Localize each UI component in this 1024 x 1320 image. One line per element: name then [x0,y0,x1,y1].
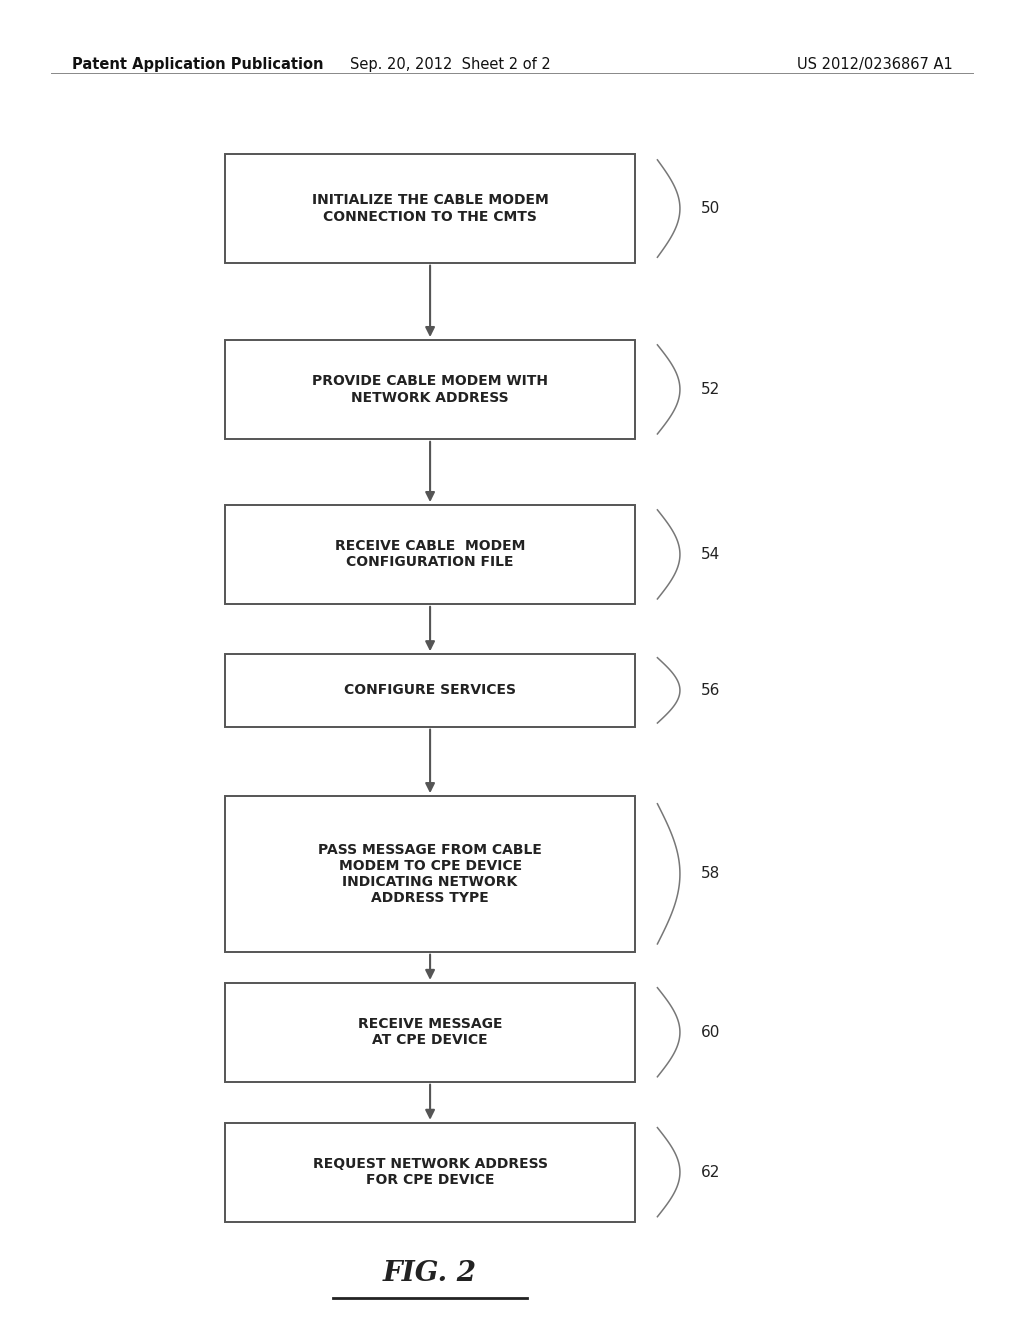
Text: 52: 52 [700,381,720,397]
Text: Patent Application Publication: Patent Application Publication [72,57,324,71]
FancyBboxPatch shape [225,506,635,605]
FancyBboxPatch shape [225,154,635,263]
Text: PROVIDE CABLE MODEM WITH
NETWORK ADDRESS: PROVIDE CABLE MODEM WITH NETWORK ADDRESS [312,375,548,404]
Text: REQUEST NETWORK ADDRESS
FOR CPE DEVICE: REQUEST NETWORK ADDRESS FOR CPE DEVICE [312,1158,548,1187]
Text: 62: 62 [700,1164,720,1180]
Text: RECEIVE MESSAGE
AT CPE DEVICE: RECEIVE MESSAGE AT CPE DEVICE [357,1018,503,1047]
FancyBboxPatch shape [225,341,635,438]
Text: 50: 50 [700,201,720,216]
Text: Sep. 20, 2012  Sheet 2 of 2: Sep. 20, 2012 Sheet 2 of 2 [350,57,551,71]
Text: 60: 60 [700,1024,720,1040]
Text: PASS MESSAGE FROM CABLE
MODEM TO CPE DEVICE
INDICATING NETWORK
ADDRESS TYPE: PASS MESSAGE FROM CABLE MODEM TO CPE DEV… [318,842,542,906]
Text: RECEIVE CABLE  MODEM
CONFIGURATION FILE: RECEIVE CABLE MODEM CONFIGURATION FILE [335,540,525,569]
Text: FIG. 2: FIG. 2 [383,1261,477,1287]
Text: 54: 54 [700,546,720,562]
Text: US 2012/0236867 A1: US 2012/0236867 A1 [797,57,952,71]
FancyBboxPatch shape [225,653,635,726]
Text: 56: 56 [700,682,720,698]
FancyBboxPatch shape [225,983,635,1082]
Text: INITIALIZE THE CABLE MODEM
CONNECTION TO THE CMTS: INITIALIZE THE CABLE MODEM CONNECTION TO… [311,194,549,223]
Text: CONFIGURE SERVICES: CONFIGURE SERVICES [344,684,516,697]
FancyBboxPatch shape [225,796,635,952]
Text: 58: 58 [700,866,720,882]
FancyBboxPatch shape [225,1122,635,1222]
